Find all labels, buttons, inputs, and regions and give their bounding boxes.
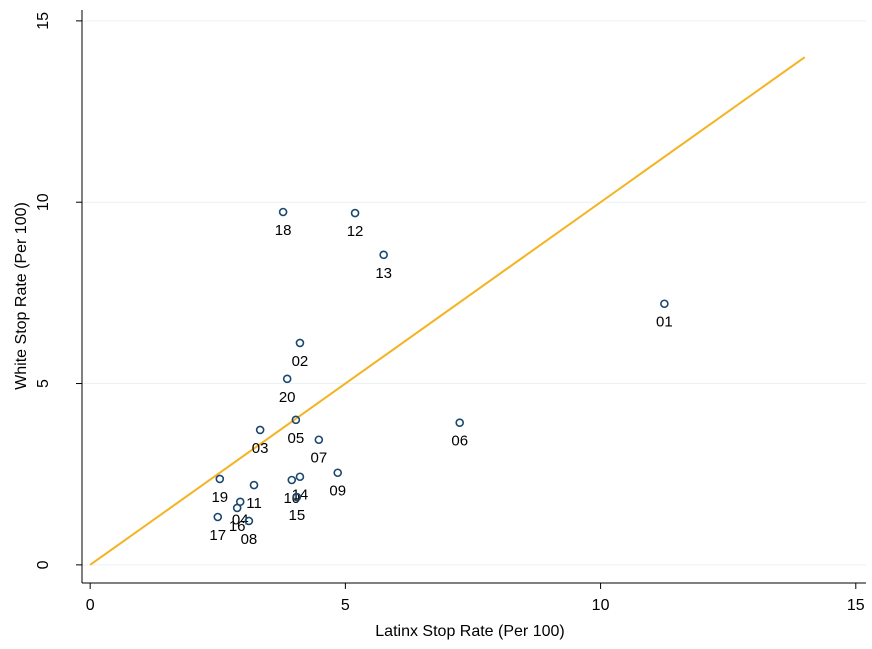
point-label: 20 [279, 389, 296, 406]
point-label: 02 [292, 353, 309, 370]
reference-line [89, 56, 806, 566]
point [314, 435, 324, 445]
y-axis-title: White Stop Rate (Per 100) [13, 202, 30, 390]
point-label: 15 [289, 507, 306, 524]
point [278, 207, 288, 217]
x-tick-label: 0 [86, 597, 95, 614]
point [249, 480, 259, 490]
x-axis-title: Latinx Stop Rate (Per 100) [375, 623, 564, 640]
y-tick-label: 15 [35, 12, 52, 30]
point-label: 11 [246, 495, 262, 512]
y-tick-label: 0 [35, 560, 52, 569]
point-label: 03 [252, 440, 269, 457]
point [292, 492, 302, 502]
point [287, 475, 297, 485]
point [232, 503, 242, 513]
point-label: 04 [232, 512, 249, 529]
point [282, 374, 292, 384]
point-label: 05 [288, 430, 305, 447]
x-tick-label: 10 [592, 597, 610, 614]
point-label: 18 [275, 222, 292, 239]
point [455, 418, 465, 428]
point [660, 299, 669, 309]
x-tick-label: 15 [847, 597, 865, 614]
point-label: 12 [347, 223, 364, 240]
point-label: 09 [329, 483, 346, 500]
point-label: 19 [211, 489, 228, 506]
point [291, 415, 301, 425]
point [213, 512, 223, 522]
y-tick-label: 10 [35, 193, 52, 211]
point [295, 472, 305, 482]
point-label: 01 [656, 314, 673, 331]
y-tick-label: 5 [35, 379, 52, 388]
point [295, 338, 305, 348]
point [244, 516, 254, 526]
point [333, 468, 343, 478]
point [379, 250, 388, 260]
point-label: 07 [310, 450, 327, 467]
point [350, 208, 360, 218]
point [255, 425, 265, 435]
point [215, 474, 225, 484]
point-label: 17 [209, 527, 226, 544]
point-label: 13 [375, 265, 392, 282]
point-label: 08 [241, 531, 258, 548]
point-label: 06 [451, 433, 468, 450]
point-label: 16 [229, 518, 246, 535]
x-tick-label: 5 [341, 597, 350, 614]
